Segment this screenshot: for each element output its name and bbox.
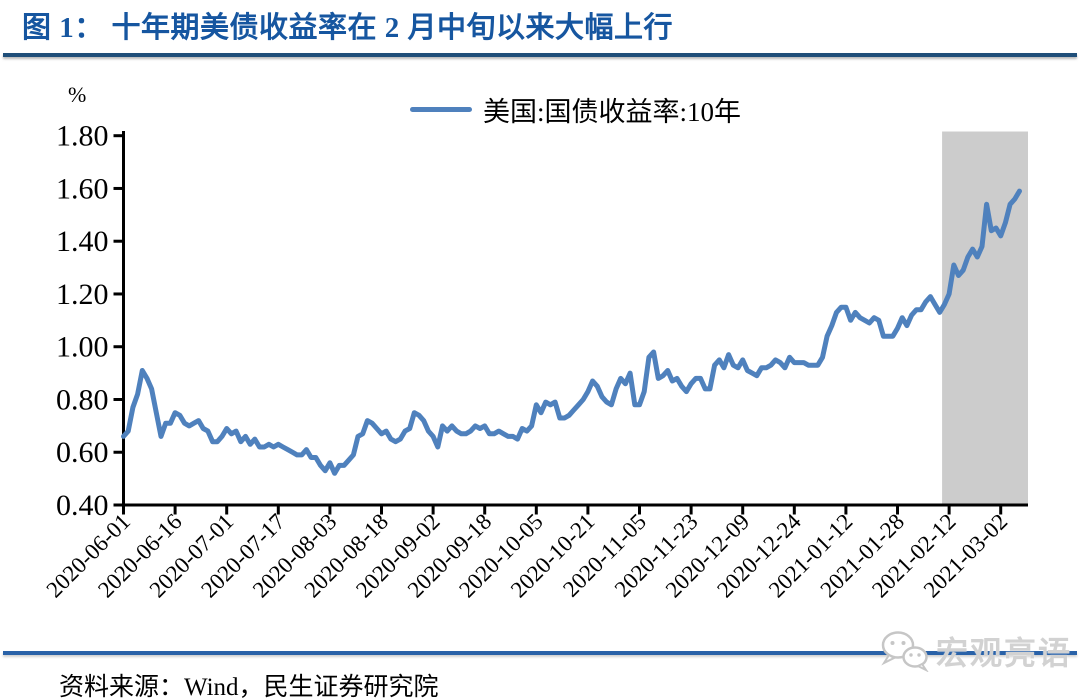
figure-title: 图 1： 十年期美债收益率在 2 月中旬以来大幅上行 xyxy=(22,12,674,44)
y-tick-label: 0.60 xyxy=(56,436,109,469)
watermark: 宏观亮语 xyxy=(880,628,1072,674)
footer-divider-rule xyxy=(3,651,1077,655)
y-tick-label: 1.60 xyxy=(56,172,109,205)
title-divider-rule xyxy=(3,53,1077,57)
y-tick-label: 1.80 xyxy=(56,120,109,153)
highlight-band xyxy=(942,131,1028,504)
yield-line-chart: 1.801.601.401.201.000.800.600.402020-06-… xyxy=(41,120,1028,602)
y-tick-label: 0.80 xyxy=(56,383,109,416)
y-axis-unit-label: % xyxy=(68,82,87,107)
wechat-chat-bubbles-icon xyxy=(881,631,929,672)
watermark-text: 宏观亮语 xyxy=(935,635,1072,671)
yield-line xyxy=(121,188,1022,476)
y-tick-label: 1.40 xyxy=(56,225,109,258)
y-tick-label: 0.40 xyxy=(56,489,109,522)
legend-line-swatch xyxy=(409,107,472,112)
legend-series-label: 美国:国债收益率:10年 xyxy=(482,97,741,127)
y-tick-label: 1.00 xyxy=(56,331,109,364)
chart-legend: 美国:国债收益率:10年 xyxy=(123,90,1028,129)
data-source-note: 资料来源：Wind，民生证券研究院 xyxy=(59,674,439,700)
y-tick-label: 1.20 xyxy=(56,278,109,311)
